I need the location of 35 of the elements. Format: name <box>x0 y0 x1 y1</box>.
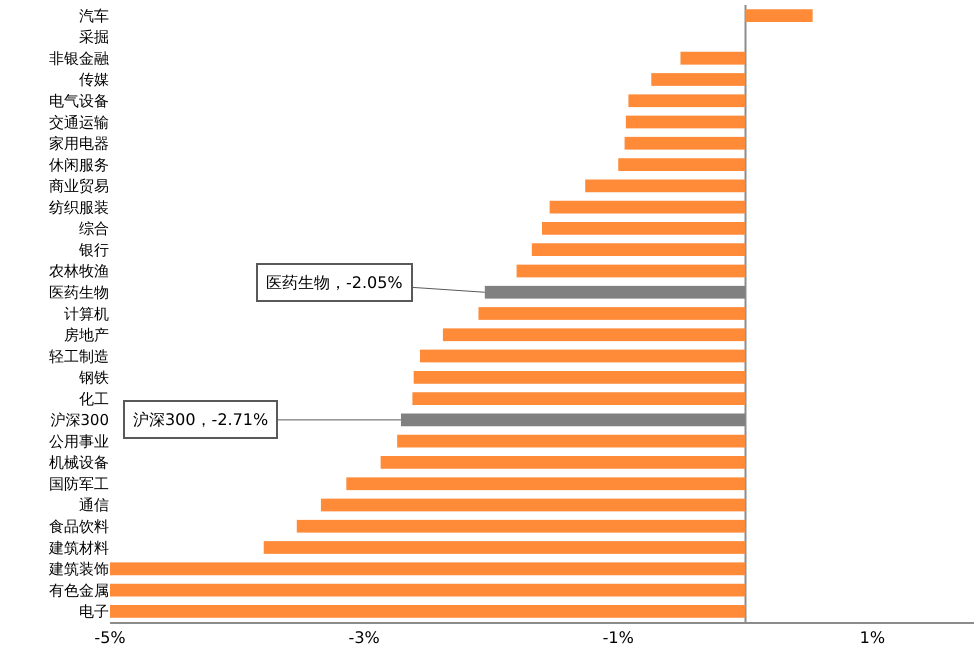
y-tick-label: 非银金融 <box>49 49 109 68</box>
y-tick-label: 建筑装饰 <box>48 560 109 578</box>
x-tick-label: -3% <box>348 628 380 648</box>
y-tick-label: 钢铁 <box>78 368 109 387</box>
annotation: 沪深300，-2.71% <box>133 410 268 429</box>
annotation: 医药生物，-2.05% <box>266 273 403 292</box>
y-tick-label: 通信 <box>79 496 109 514</box>
y-tick-label: 医药生物 <box>49 283 109 302</box>
y-tick-label: 采掘 <box>79 28 109 46</box>
y-tick-label: 沪深300 <box>50 411 109 430</box>
y-tick-label: 银行 <box>78 240 109 259</box>
y-tick-label: 食品饮料 <box>49 518 109 536</box>
y-tick-label: 综合 <box>79 220 109 238</box>
y-tick-label: 休闲服务 <box>49 156 109 174</box>
y-tick-label: 轻工制造 <box>49 347 109 366</box>
y-tick-label: 纺织服装 <box>49 198 109 216</box>
y-tick-label: 公用事业 <box>49 432 109 450</box>
x-tick-label: -5% <box>94 628 126 648</box>
x-tick-label: 1% <box>860 628 886 648</box>
y-tick-label: 建筑材料 <box>48 538 109 557</box>
y-tick-label: 交通运输 <box>49 113 109 132</box>
y-tick-label: 电子 <box>79 602 109 621</box>
y-tick-label: 家用电器 <box>49 134 109 153</box>
y-tick-label: 商业贸易 <box>49 177 109 196</box>
y-tick-label: 电气设备 <box>49 92 109 110</box>
y-tick-label: 有色金属 <box>49 581 109 600</box>
y-tick-label: 化工 <box>79 390 109 408</box>
y-tick-label: 国防军工 <box>49 474 109 493</box>
y-tick-label: 计算机 <box>64 304 109 323</box>
y-tick-label: 汽车 <box>79 6 109 25</box>
y-tick-label: 房地产 <box>64 326 109 344</box>
y-tick-label: 传媒 <box>79 70 109 89</box>
y-tick-label: 农林牧渔 <box>49 262 109 280</box>
y-tick-label: 机械设备 <box>49 454 109 472</box>
x-tick-label: -1% <box>602 628 634 648</box>
